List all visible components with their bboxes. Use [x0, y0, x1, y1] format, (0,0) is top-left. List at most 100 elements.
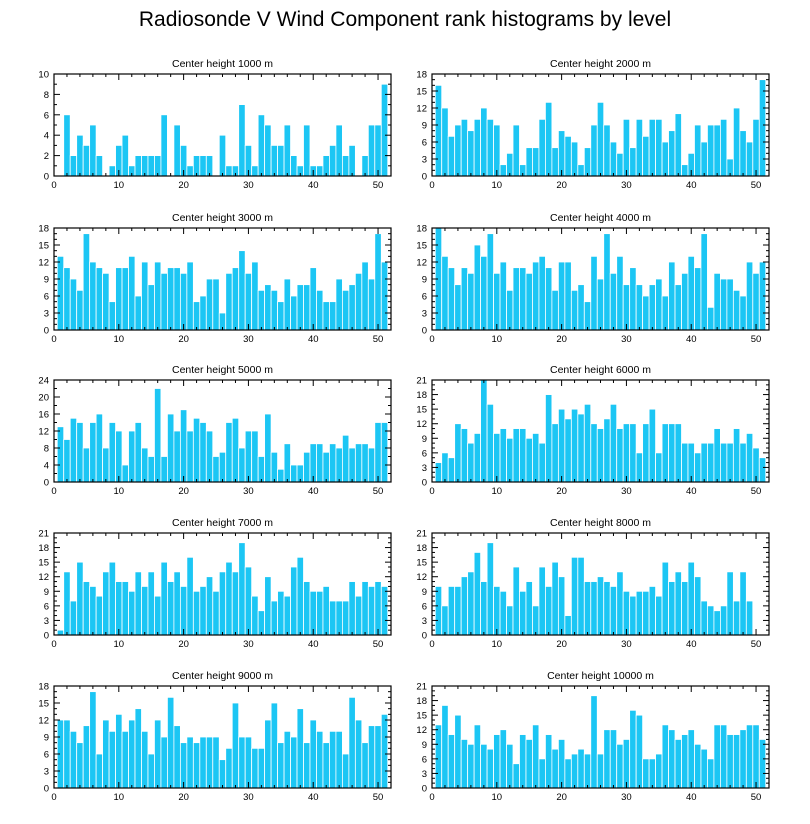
bar — [655, 753, 663, 789]
y-tick-label: 12 — [416, 572, 427, 583]
bar — [154, 595, 162, 636]
bar — [512, 124, 520, 177]
bar — [447, 135, 456, 177]
bar — [758, 79, 767, 177]
y-tick-label: 0 — [422, 478, 427, 489]
bar — [348, 144, 356, 177]
bar — [212, 736, 220, 789]
bar — [192, 742, 201, 789]
bar — [192, 417, 201, 483]
panel-title: Center height 3000 m — [172, 212, 273, 224]
bar — [134, 708, 142, 789]
bar — [694, 743, 702, 789]
bar — [277, 742, 285, 789]
bar — [205, 736, 214, 789]
x-tick-label: 0 — [429, 792, 434, 803]
y-tick-label: 12 — [416, 419, 427, 430]
x-tick-label: 0 — [429, 180, 434, 191]
bar — [681, 164, 689, 177]
x-tick-label: 40 — [686, 180, 697, 191]
bar — [141, 730, 149, 789]
bar — [570, 753, 579, 789]
bar — [739, 130, 747, 177]
bar — [700, 233, 708, 331]
x-tick-label: 0 — [51, 486, 56, 497]
y-tick-label: 15 — [38, 241, 49, 252]
bar — [309, 590, 317, 636]
bar — [95, 155, 104, 177]
bar — [460, 576, 469, 636]
bar — [532, 605, 540, 636]
y-tick-label: 4 — [44, 461, 49, 472]
chart-panel-2: Center height 2000 m 0 10 20 30 40 50 0 3 6 9 12 15 1… — [416, 58, 770, 191]
bar — [82, 725, 91, 789]
bar — [121, 464, 129, 483]
y-tick-label: 12 — [38, 258, 49, 269]
bar — [251, 430, 259, 483]
bar — [316, 590, 324, 636]
bar — [616, 152, 624, 177]
x-tick-label: 30 — [621, 334, 632, 345]
bar — [493, 734, 501, 789]
bar — [270, 289, 278, 331]
x-tick-label: 50 — [373, 486, 384, 497]
bar — [486, 233, 494, 331]
bar — [506, 437, 514, 483]
bar — [545, 586, 553, 636]
bar — [244, 566, 253, 636]
y-tick-label: 0 — [44, 326, 49, 337]
bar — [596, 753, 605, 789]
bar — [726, 278, 734, 331]
bar — [745, 433, 754, 483]
bar — [726, 442, 734, 483]
bar — [367, 586, 376, 636]
bar — [108, 165, 116, 177]
x-tick-label: 0 — [51, 334, 56, 345]
bar — [89, 124, 97, 177]
bar — [622, 739, 631, 789]
bar — [564, 261, 572, 331]
x-tick-label: 50 — [751, 180, 762, 191]
bar — [102, 447, 110, 483]
bar — [467, 130, 475, 177]
bar — [367, 725, 376, 789]
y-tick-label: 6 — [44, 110, 49, 121]
bar — [322, 155, 330, 177]
bar — [719, 724, 728, 789]
bar — [63, 114, 71, 177]
bar — [290, 155, 298, 177]
panel-title: Center height 10000 m — [547, 670, 654, 682]
bar — [596, 428, 605, 483]
bar — [361, 443, 369, 483]
bar — [348, 284, 356, 331]
panel-title: Center height 9000 m — [172, 670, 273, 682]
bar — [564, 615, 572, 636]
bar — [480, 379, 488, 483]
bar — [147, 456, 155, 483]
x-tick-label: 10 — [114, 486, 125, 497]
bar — [454, 284, 462, 331]
x-tick-label: 20 — [556, 792, 567, 803]
bar — [609, 403, 618, 483]
bar — [212, 590, 220, 636]
y-tick-label: 18 — [416, 390, 427, 401]
bar — [283, 595, 291, 636]
bar — [648, 118, 656, 177]
bar — [354, 272, 363, 331]
x-tick-label: 40 — [308, 334, 319, 345]
bar — [205, 278, 214, 331]
bar — [739, 729, 747, 789]
bar — [167, 581, 175, 636]
bar — [179, 742, 188, 789]
bar — [713, 124, 721, 177]
bar — [694, 124, 702, 177]
panel-title: Center height 6000 m — [550, 364, 651, 376]
bar — [486, 748, 494, 789]
bar — [134, 571, 142, 636]
panel-title: Center height 5000 m — [172, 364, 273, 376]
bar — [290, 566, 298, 636]
bar — [681, 272, 689, 331]
bar — [341, 289, 350, 331]
bar — [251, 261, 259, 331]
bar — [493, 433, 501, 483]
